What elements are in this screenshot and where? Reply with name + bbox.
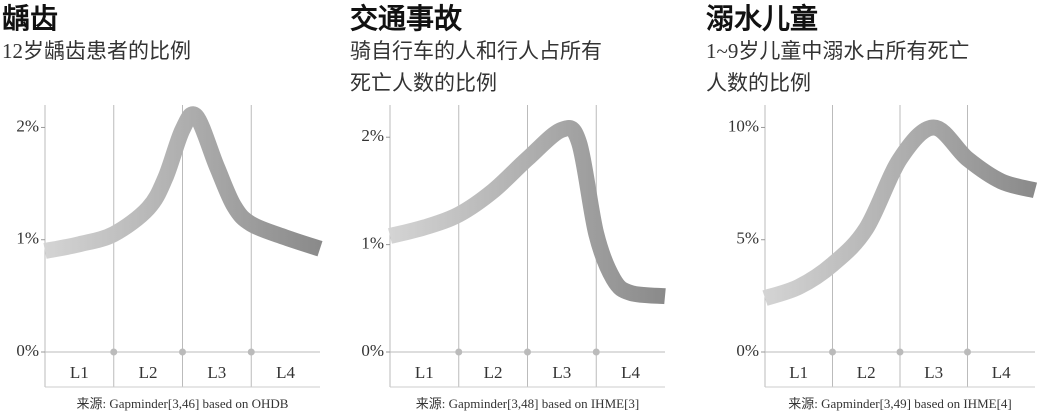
source: 来源: Gapminder[3,46] based on OHDB (77, 396, 289, 411)
data-line (388, 120, 666, 305)
x-tick-label: L4 (621, 363, 640, 382)
x-tick-label: L2 (857, 363, 876, 382)
band-dot (179, 348, 186, 356)
chart-title: 溺水儿童 (706, 2, 818, 35)
band-dot (524, 348, 531, 356)
band-dot (964, 348, 971, 356)
band-dot (110, 348, 118, 356)
y-tick-label: 0% (361, 341, 384, 360)
band-dot (247, 348, 255, 356)
y-tick-label: 1% (361, 234, 384, 253)
data-line (762, 119, 1038, 306)
x-tick-label: L1 (70, 363, 89, 382)
x-tick-label: L4 (992, 363, 1011, 382)
source: 来源: Gapminder[3,48] based on IHME[3] (416, 396, 639, 411)
y-tick-label: 10% (728, 116, 759, 135)
band-dot (896, 348, 904, 356)
source: 来源: Gapminder[3,49] based on IHME[4] (788, 396, 1011, 411)
x-tick-label: L2 (484, 363, 503, 382)
chart-title: 交通事故 (350, 2, 462, 35)
data-line (43, 106, 323, 259)
x-tick-label: L3 (552, 363, 571, 382)
chart-title: 龋齿 (2, 2, 58, 35)
y-tick-label: 0% (16, 341, 39, 360)
x-tick-label: L3 (924, 363, 943, 382)
y-tick-label: 0% (736, 341, 759, 360)
y-tick-label: 5% (736, 229, 759, 248)
x-tick-label: L1 (789, 363, 808, 382)
band-dot (592, 348, 600, 356)
band-dot (455, 348, 463, 356)
chart-subtitle: 1~9岁儿童中溺水占所有死亡 (706, 39, 969, 63)
chart-subtitle: 人数的比例 (706, 71, 811, 95)
band-dot (829, 348, 836, 356)
x-tick-label: L3 (207, 363, 226, 382)
x-tick-label: L4 (276, 363, 295, 382)
chart-subtitle: 12岁龋齿患者的比例 (2, 39, 191, 63)
y-tick-label: 1% (16, 229, 39, 248)
y-tick-label: 2% (16, 116, 39, 135)
y-tick-label: 2% (361, 126, 384, 145)
x-tick-label: L1 (415, 363, 434, 382)
chart-subtitle: 骑自行车的人和行人占所有 (350, 39, 602, 63)
chart-subtitle: 死亡人数的比例 (350, 71, 497, 95)
x-tick-label: L2 (139, 363, 158, 382)
